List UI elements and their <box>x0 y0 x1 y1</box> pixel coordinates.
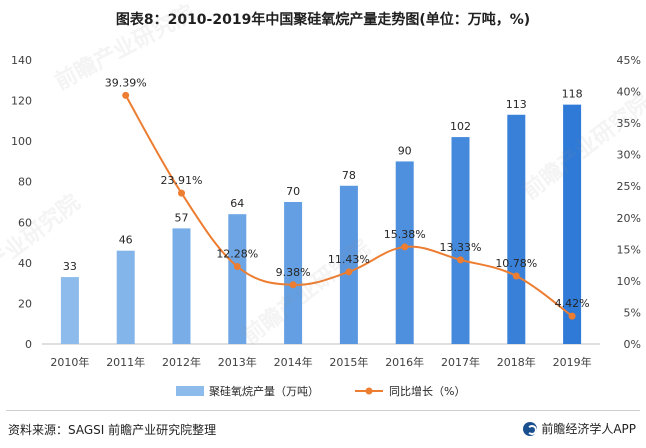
growth-value-label: 4.42% <box>555 297 590 310</box>
growth-value-label: 12.28% <box>216 247 258 260</box>
y2-tick-label: 45% <box>617 54 641 67</box>
y2-tick-label: 5% <box>624 306 641 319</box>
bar-value-label: 57 <box>175 211 189 224</box>
y2-tick-label: 25% <box>617 180 641 193</box>
growth-point <box>401 243 409 251</box>
y2-tick-label: 40% <box>617 86 641 99</box>
growth-point <box>122 91 130 99</box>
y2-tick-label: 15% <box>617 243 641 256</box>
y-tick-label: 140 <box>11 54 32 67</box>
growth-point <box>289 281 297 289</box>
legend-bar-label: 聚硅氧烷产量（万吨） <box>209 384 319 398</box>
bar <box>339 185 358 344</box>
chart-title: 图表8：2010-2019年中国聚硅氧烷产量走势图(单位：万吨，%) <box>115 12 531 28</box>
bar-value-label: 118 <box>562 88 583 101</box>
brand-logo-icon <box>523 421 538 436</box>
x-tick-label: 2011年 <box>106 355 145 369</box>
y-tick-label: 100 <box>11 135 32 148</box>
x-tick-label: 2014年 <box>274 355 313 369</box>
growth-value-label: 10.78% <box>495 257 537 270</box>
y2-tick-label: 30% <box>617 149 641 162</box>
y-tick-label: 60 <box>18 216 32 229</box>
bar-value-label: 113 <box>506 98 527 111</box>
bar-value-label: 64 <box>230 197 244 210</box>
growth-point <box>178 189 185 197</box>
growth-value-label: 9.38% <box>276 266 311 279</box>
bar <box>228 214 247 344</box>
y-tick-label: 120 <box>11 95 32 108</box>
legend-line-label: 同比增长（%） <box>389 384 465 398</box>
bar <box>60 277 79 344</box>
bar <box>507 114 526 345</box>
legend-bar-swatch <box>176 386 204 396</box>
growth-point <box>568 312 576 320</box>
x-tick-label: 2019年 <box>553 355 592 369</box>
bar-value-label: 33 <box>63 260 77 273</box>
bar <box>172 228 191 344</box>
growth-value-label: 15.38% <box>384 228 426 241</box>
x-tick-label: 2017年 <box>441 355 480 369</box>
y2-tick-label: 10% <box>617 275 641 288</box>
x-tick-label: 2013年 <box>218 355 257 369</box>
brand-name: 前瞻经济学人APP <box>541 422 636 436</box>
growth-value-label: 39.39% <box>105 76 147 89</box>
x-tick-label: 2012年 <box>162 355 201 369</box>
brand: 前瞻经济学人APP <box>523 420 636 437</box>
bar <box>563 104 582 344</box>
growth-point <box>457 256 464 264</box>
footer-divider <box>6 410 640 411</box>
bar <box>451 137 470 344</box>
y2-tick-label: 20% <box>617 212 641 225</box>
growth-value-label: 13.33% <box>440 241 482 254</box>
y-tick-label: 20 <box>18 297 32 310</box>
bar-value-label: 70 <box>286 185 300 198</box>
source-note: 资料来源：SAGSI 前瞻产业研究院整理 <box>8 423 217 437</box>
x-tick-label: 2015年 <box>329 355 368 369</box>
x-tick-label: 2016年 <box>385 355 424 369</box>
growth-line <box>124 94 573 317</box>
bar <box>395 161 414 344</box>
x-tick-label: 2018年 <box>497 355 536 369</box>
growth-point <box>345 268 353 276</box>
bar <box>284 202 303 344</box>
x-tick-label: 2010年 <box>50 355 89 369</box>
y-tick-label: 80 <box>18 176 32 189</box>
bar <box>116 250 135 344</box>
y2-tick-label: 0% <box>624 338 641 351</box>
growth-value-label: 23.91% <box>161 174 203 187</box>
bar-value-label: 46 <box>119 234 133 247</box>
bar-value-label: 78 <box>342 169 356 182</box>
y-tick-label: 0 <box>25 338 32 351</box>
bar-value-label: 90 <box>398 144 412 157</box>
y-tick-label: 40 <box>18 257 32 270</box>
growth-point <box>512 272 520 280</box>
growth-point <box>233 262 241 270</box>
bar-value-label: 102 <box>450 120 471 133</box>
y2-tick-label: 35% <box>617 117 641 130</box>
legend-line-marker <box>365 387 373 395</box>
growth-value-label: 11.43% <box>328 253 370 266</box>
